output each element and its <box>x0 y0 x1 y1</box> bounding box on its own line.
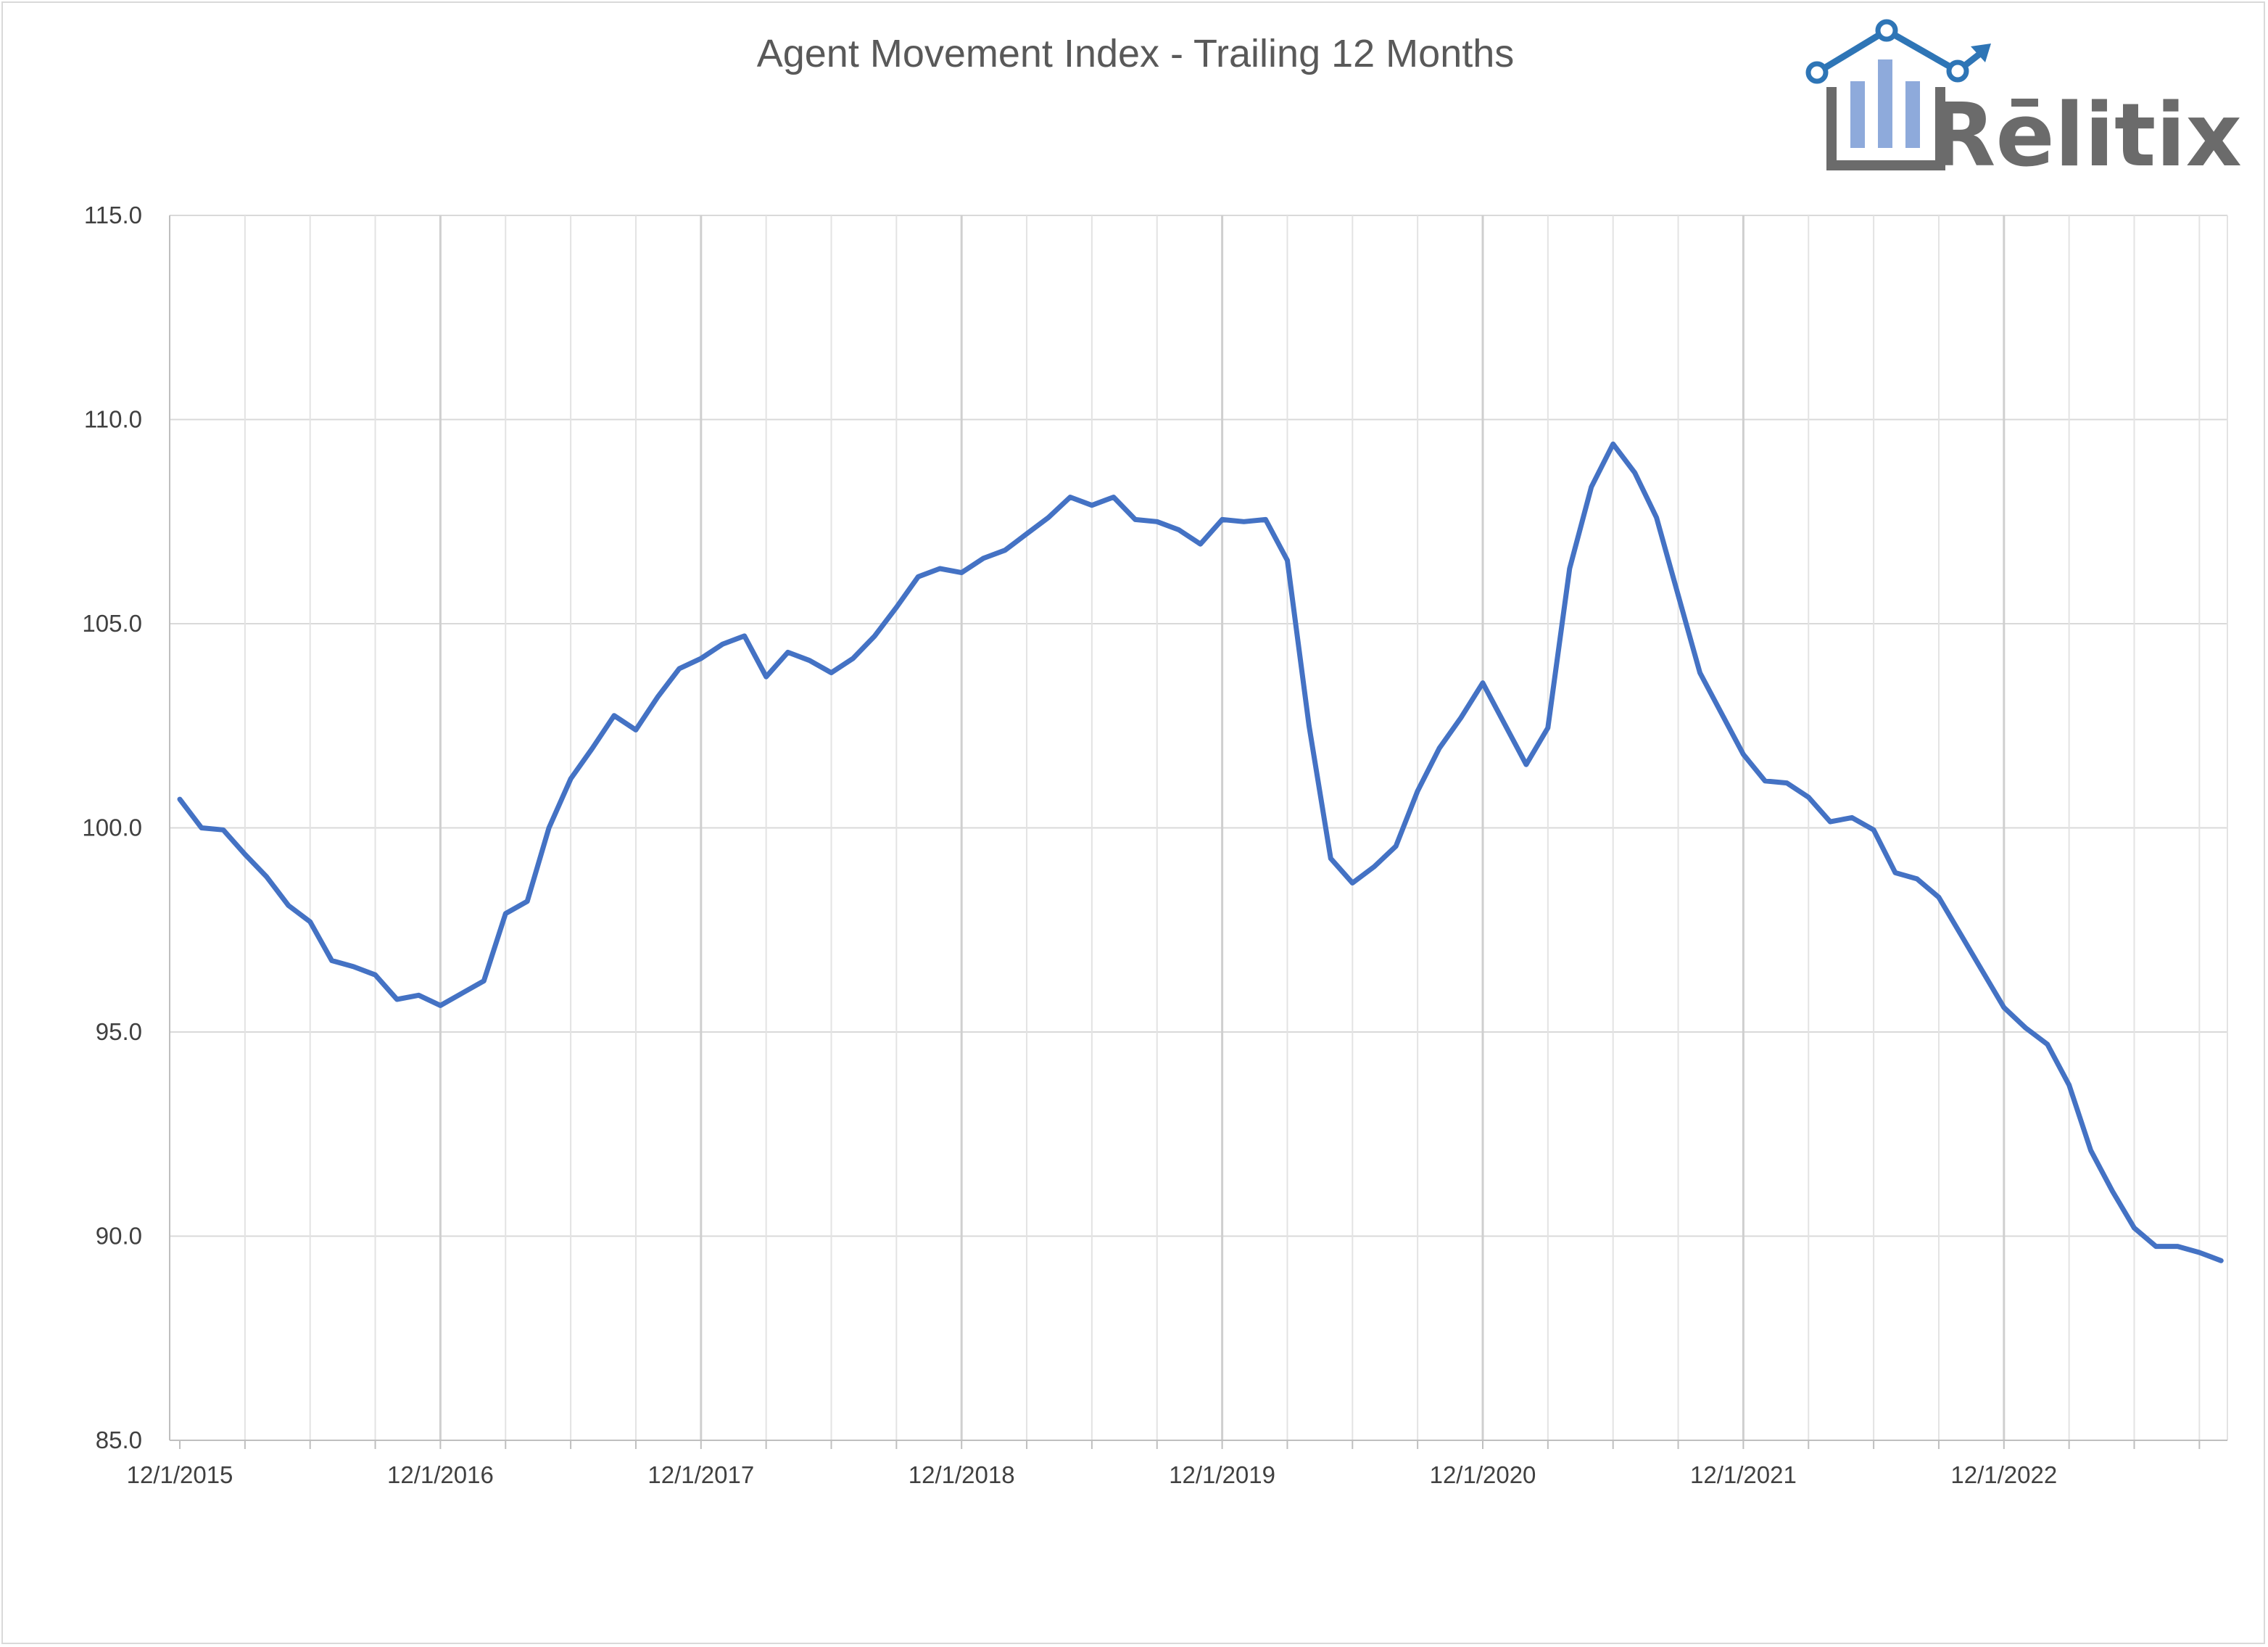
y-tick-labels: 85.0 90.0 95.0 100.0 105.0 110.0 115.0 <box>82 202 142 1453</box>
y-tick-label: 90.0 <box>96 1223 142 1250</box>
series-layer <box>177 441 2224 1263</box>
x-tick-label: 12/1/2016 <box>387 1461 494 1488</box>
y-tick-label: 110.0 <box>84 406 142 433</box>
y-tick-label: 95.0 <box>96 1018 142 1045</box>
x-tick-label: 12/1/2022 <box>1950 1461 2057 1488</box>
x-tick-label: 12/1/2020 <box>1430 1461 1536 1488</box>
x-tick-label: 12/1/2019 <box>1169 1461 1275 1488</box>
logo-text: Rēlitix <box>1929 86 2242 186</box>
y-tick-label: 85.0 <box>96 1427 142 1453</box>
gridlines <box>170 215 2228 1440</box>
logo-icon <box>1805 19 1991 170</box>
x-tick-label: 12/1/2021 <box>1690 1461 1797 1488</box>
relitix-logo: Rēlitix <box>1805 19 2242 186</box>
x-tick-label: 12/1/2018 <box>909 1461 1015 1488</box>
x-tick-label: 12/1/2017 <box>647 1461 754 1488</box>
y-tick-label: 100.0 <box>82 814 142 841</box>
x-tick-label: 12/1/2015 <box>127 1461 233 1488</box>
x-tick-labels: 12/1/2015 12/1/2016 12/1/2017 12/1/2018 12/1… <box>127 1461 2058 1488</box>
y-tick-label: 105.0 <box>82 610 142 637</box>
y-tick-label: 115.0 <box>84 202 142 228</box>
axes <box>169 215 2227 1449</box>
chart-title: Agent Movement Index - Trailing 12 Month… <box>757 32 1515 75</box>
series-line <box>177 441 2224 1263</box>
